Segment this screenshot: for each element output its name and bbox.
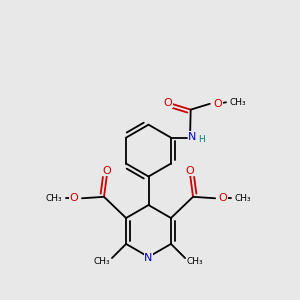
Text: O: O	[70, 193, 78, 203]
Text: CH₃: CH₃	[94, 256, 110, 266]
Text: O: O	[219, 193, 227, 203]
Text: CH₃: CH₃	[187, 256, 203, 266]
Text: O: O	[213, 99, 222, 109]
Text: H: H	[198, 136, 205, 145]
Text: O: O	[103, 166, 111, 176]
Text: CH₃: CH₃	[46, 194, 62, 203]
Text: CH₃: CH₃	[235, 194, 251, 203]
Text: N: N	[188, 132, 197, 142]
Text: O: O	[186, 166, 194, 176]
Text: CH₃: CH₃	[230, 98, 247, 107]
Text: N: N	[144, 253, 153, 263]
Text: O: O	[164, 98, 172, 108]
